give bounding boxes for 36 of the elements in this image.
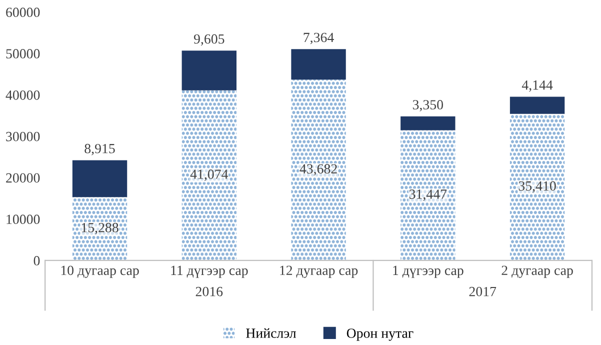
data-label: 3,350: [412, 100, 444, 112]
y-tick-label: 30000: [6, 132, 40, 142]
bar: [510, 96, 565, 114]
y-tick-label: 20000: [6, 173, 40, 183]
x-tick-label: 12 дугаар сар: [280, 266, 358, 278]
y-tick-label: 50000: [6, 49, 40, 58]
data-label: 4,144: [522, 80, 553, 92]
legend-label: Орон нутаг: [346, 328, 414, 341]
data-label: 43,682: [300, 164, 337, 176]
bar: [400, 130, 456, 260]
text: 2017: [469, 286, 496, 296]
data-label: 31,447: [409, 190, 447, 201]
bar: [510, 114, 565, 260]
x-tick-label: 2 дугаар сар: [502, 266, 573, 278]
data-label: 8,915: [84, 144, 115, 156]
text: 2016: [196, 286, 223, 296]
bar: [72, 160, 128, 198]
y-tick-label: 10000: [6, 214, 40, 224]
bar: [291, 80, 346, 260]
y-tick-label: 0: [34, 256, 40, 266]
bar: [182, 90, 236, 260]
x-tick-label: 1 дүгээр сар: [393, 266, 464, 278]
data-label: 35,410: [518, 181, 556, 193]
x-tick-label: 11 дүгээр сар: [171, 266, 248, 278]
bar: [400, 116, 456, 130]
data-label: 7,364: [304, 32, 334, 44]
data-label: 9,605: [194, 34, 224, 46]
data-label: 41,074: [190, 170, 228, 181]
bar: [291, 49, 346, 80]
y-tick-label: 40000: [6, 90, 40, 100]
bar: [182, 50, 236, 90]
y-tick-label: 60000: [6, 8, 40, 18]
bar: [72, 197, 128, 260]
legend-label: Нийслэл: [246, 328, 296, 338]
x-tick-label: 10 дугаар сар: [61, 266, 139, 278]
data-label: 15,288: [82, 222, 118, 234]
